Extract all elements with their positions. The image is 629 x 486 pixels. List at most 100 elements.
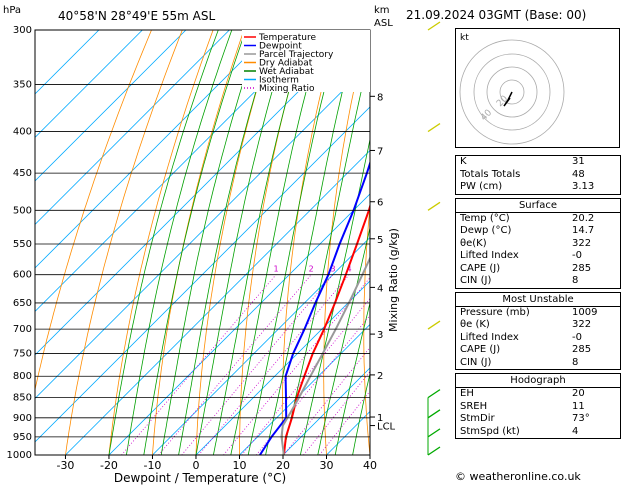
surface-value: -0 — [572, 250, 582, 261]
isotherm-line — [35, 30, 317, 312]
most-unstable-value: 322 — [572, 319, 592, 330]
hpa-label: hPa — [3, 5, 21, 16]
parcel-trajectory-line — [280, 255, 370, 455]
mixing-ratio-label: 1 — [273, 265, 278, 274]
hodograph-stat-key: StmSpd (kt) — [460, 425, 520, 437]
surface-key: CIN (J) — [460, 275, 492, 286]
isotherm-line — [195, 280, 370, 455]
most-unstable-value: 285 — [572, 344, 592, 355]
x-tick-label: 40 — [363, 459, 377, 472]
index-value: 3.13 — [572, 181, 595, 192]
pressure-tick-label: 900 — [13, 413, 32, 424]
x-tick-label: -20 — [100, 459, 118, 472]
x-tick-label: 0 — [192, 459, 199, 472]
isotherm-line — [65, 149, 370, 455]
hodograph-table-box: Hodograph EH 20 SREH 11 StmDir 73° StmSpd (kt)… — [455, 373, 621, 439]
most-unstable-row: θe (K) 322 — [456, 319, 620, 332]
mixing-ratio-line — [198, 274, 350, 455]
hodograph-stat-row: StmSpd (kt) 4 — [456, 426, 620, 439]
surface-value: 285 — [572, 262, 592, 274]
plot-frame — [34, 29, 371, 456]
pressure-tick-label: 700 — [13, 324, 32, 335]
hodograph-ring — [473, 53, 551, 131]
wet-adiabat-line — [352, 371, 370, 455]
hodograph-ring — [499, 79, 525, 105]
x-axis-title: Dewpoint / Temperature (°C) — [114, 471, 286, 485]
pressure-tick-label: 550 — [13, 239, 32, 250]
legend-entry: Dewpoint — [259, 42, 302, 52]
mixing-ratio-label: 2 — [309, 265, 314, 274]
wind-barb — [427, 21, 441, 31]
mixing-ratio-label: 3 — [330, 265, 335, 274]
legend-entry: Mixing Ratio — [259, 84, 315, 94]
pressure-tick-label: 500 — [13, 205, 32, 216]
hodograph-stat-key: SREH — [460, 400, 488, 412]
location-title: 40°58'N 28°49'E 55m ASL — [58, 9, 215, 23]
km-tick-label: 2 — [377, 371, 383, 382]
most-unstable-row: Lifted Index -0 — [456, 332, 620, 345]
hodograph-kt-label: kt — [460, 33, 469, 43]
index-value: 48 — [572, 168, 585, 180]
wet-adiabat-line — [160, 30, 261, 455]
km-tick-label: 4 — [377, 283, 383, 294]
index-key: Totals Totals — [460, 168, 521, 180]
hodograph-stat-value: 11 — [572, 400, 585, 412]
pressure-tick-label: 600 — [13, 270, 32, 281]
wind-barb — [427, 123, 441, 133]
surface-key: θe(K) — [460, 237, 487, 249]
pressure-tick-label: 300 — [13, 25, 32, 36]
wind-barb — [427, 389, 441, 399]
mixing-ratio-line — [319, 390, 370, 455]
wet-adiabat-line — [334, 301, 370, 455]
wet-adiabat-line — [108, 30, 219, 455]
most-unstable-key: Pressure (mb) — [460, 306, 530, 318]
isotherm-line — [282, 367, 370, 455]
km-tick-label: 1 — [377, 413, 383, 424]
isotherm-line — [35, 30, 230, 225]
isotherm-line — [35, 62, 370, 400]
most-unstable-row: CAPE (J) 285 — [456, 344, 620, 357]
surface-title: Surface — [456, 199, 620, 213]
surface-key: Lifted Index — [460, 250, 519, 261]
km-tick-label: LCL — [377, 422, 396, 433]
most-unstable-value: 1009 — [572, 306, 598, 318]
pressure-tick-label: 400 — [13, 127, 32, 138]
legend-entry: Dry Adiabat — [259, 59, 313, 69]
most-unstable-box: Most Unstable Pressure (mb) 1009 θe (K) 322… — [455, 291, 621, 370]
surface-row: Dewp (°C) 14.7 — [456, 225, 620, 238]
surface-key: CAPE (J) — [460, 262, 501, 274]
hodograph-ring — [459, 39, 565, 145]
wet-adiabat-line — [143, 30, 247, 455]
index-value: 31 — [572, 156, 585, 167]
most-unstable-key: θe (K) — [460, 319, 490, 330]
mixing-ratio-label: 6 — [370, 265, 375, 274]
stats-panel: K 31 Totals Totals 48 PW (cm) 3.13 Surface Te… — [455, 155, 621, 442]
pressure-tick-label: 800 — [13, 371, 32, 382]
surface-row: Temp (°C) 20.2 — [456, 213, 620, 226]
wind-barb — [427, 409, 441, 419]
index-row: PW (cm) 3.13 — [456, 181, 620, 194]
wind-barb — [427, 320, 441, 330]
dry-adiabat-line — [35, 30, 152, 392]
y-axis-title: Mixing Ratio (g/kg) — [387, 228, 400, 332]
km-tick-label: 3 — [377, 330, 383, 341]
hodograph-stat-value: 73° — [572, 413, 590, 424]
hodograph-stat-row: EH 20 — [456, 388, 620, 401]
most-unstable-row: CIN (J) 8 — [456, 357, 620, 370]
hodograph-ring — [486, 66, 538, 118]
hodograph-stat-value: 20 — [572, 388, 585, 399]
pressure-tick-label: 850 — [13, 393, 32, 404]
x-tick-label: 10 — [232, 459, 246, 472]
surface-row: Lifted Index -0 — [456, 250, 620, 263]
surface-value: 14.7 — [572, 225, 595, 236]
dry-adiabat-line — [403, 30, 429, 455]
x-tick-label: -10 — [143, 459, 161, 472]
hodograph: kt 20 40 — [455, 28, 620, 148]
legend-entry: Wet Adiabat — [259, 67, 314, 77]
most-unstable-value: -0 — [572, 331, 582, 343]
surface-row: CIN (J) 8 — [456, 275, 620, 288]
most-unstable-key: CIN (J) — [460, 356, 492, 368]
pressure-tick-label: 950 — [13, 432, 32, 443]
isotherm-line — [35, 30, 143, 138]
